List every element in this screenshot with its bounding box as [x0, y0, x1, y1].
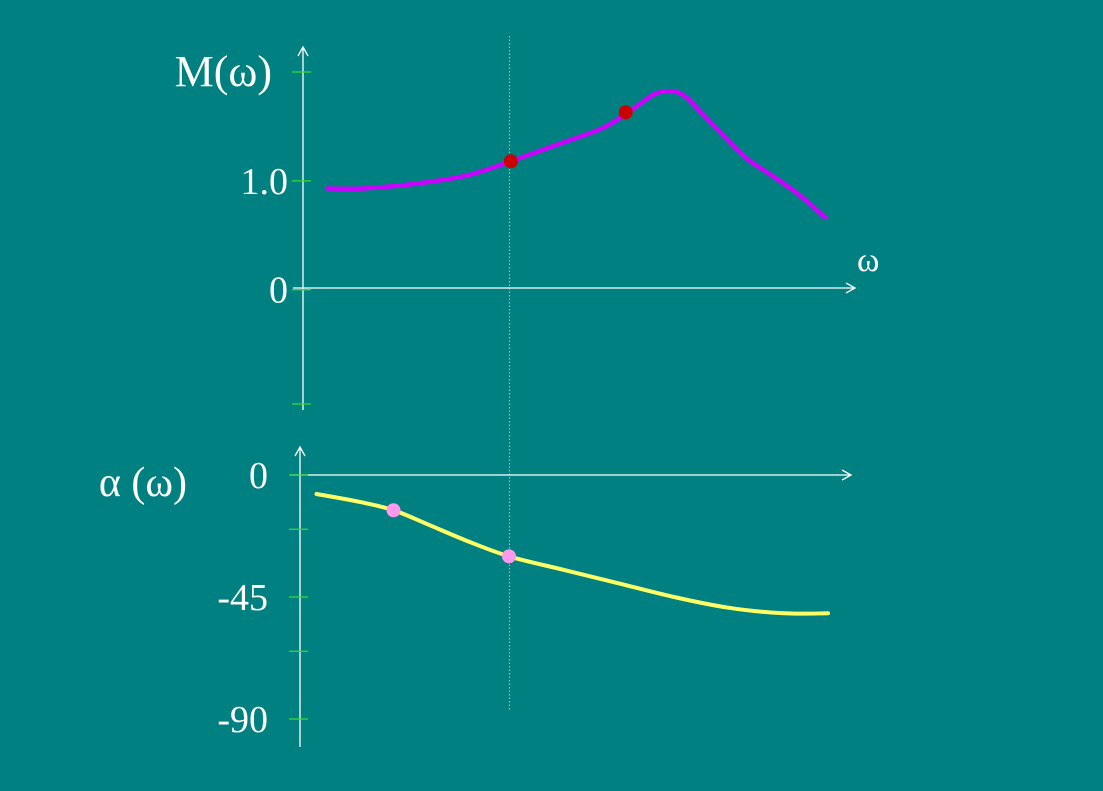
phase-markers	[386, 503, 516, 564]
magnitude-markers	[503, 105, 633, 169]
magnitude-curve	[325, 88, 828, 221]
magnitude-y-tick-labels: 01.0	[241, 161, 289, 312]
phase-y-tick-label: -90	[217, 699, 268, 741]
magnitude-marker-point	[503, 154, 518, 169]
phase-y-tick-label: -45	[217, 577, 268, 619]
magnitude-y-axis-arrow	[297, 45, 309, 57]
magnitude-x-axis-label: ω	[857, 242, 879, 279]
phase-chart: 0 -45 -90 α (ω)	[99, 445, 853, 747]
phase-marker-point	[502, 549, 516, 564]
phase-marker-point	[386, 503, 401, 518]
phase-y-axis-arrow	[294, 445, 306, 457]
magnitude-marker-point	[618, 105, 633, 120]
phase-y-tick-label: 0	[249, 455, 268, 497]
phase-y-axis-label: α (ω)	[99, 460, 187, 506]
phase-y-ticks	[289, 474, 308, 720]
magnitude-y-tick-label: 0	[269, 270, 288, 312]
magnitude-y-axis-label: M(ω)	[175, 47, 272, 96]
magnitude-y-ticks	[292, 71, 311, 405]
magnitude-y-tick-label: 1.0	[241, 161, 289, 203]
phase-y-tick-labels: 0 -45 -90	[217, 455, 268, 741]
magnitude-x-axis-arrow	[845, 282, 857, 294]
phase-x-axis-arrow	[841, 469, 853, 481]
magnitude-chart: 01.0 M(ω) ω	[175, 45, 879, 410]
